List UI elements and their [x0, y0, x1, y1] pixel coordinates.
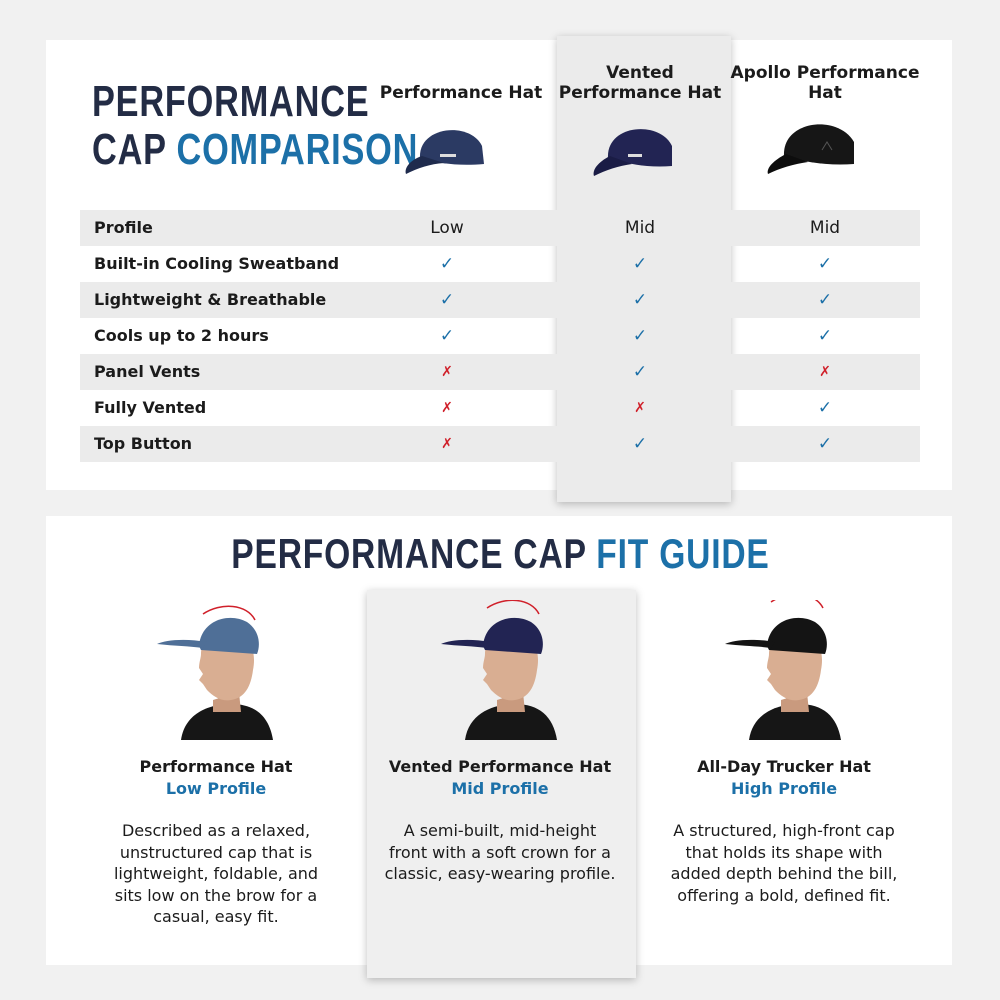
table-row: Lightweight & Breathable ✓ ✓ ✓: [80, 282, 920, 318]
row-label: Profile: [94, 218, 153, 237]
table-cell: ✓: [817, 434, 833, 454]
row-label: Panel Vents: [94, 362, 201, 381]
cap-description: A semi-built, mid-height front with a so…: [384, 821, 616, 883]
table-cell: ✓: [817, 326, 833, 346]
row-label: Built-in Cooling Sweatband: [94, 254, 340, 273]
model-image: [725, 600, 841, 740]
row-label: Cools up to 2 hours: [94, 326, 269, 345]
comparison-panel: [46, 40, 952, 490]
title-wrap: PERFORMANCE CAP FIT GUIDE: [231, 530, 769, 578]
table-cell: ✓: [632, 362, 648, 382]
table-cell: ✓: [439, 254, 455, 274]
cap-name: Performance Hat: [139, 757, 293, 776]
column-header: Performance Hat: [379, 83, 543, 103]
table-cell: ✗: [441, 364, 453, 380]
fit-card: Performance Hat Low Profile Described as a…: [81, 756, 351, 928]
table-cell: ✓: [817, 290, 833, 310]
table-cell: Mid: [809, 218, 841, 238]
fit-card: All-Day Trucker Hat High Profile A structu…: [649, 756, 919, 906]
table-cell: ✓: [632, 254, 648, 274]
title-dark: PERFORMANCE CAP: [230, 530, 586, 577]
table-cell: ✗: [634, 400, 646, 416]
cap-profile: Mid Profile: [451, 779, 549, 798]
cap-profile: Low Profile: [165, 779, 267, 798]
title-accent: COMPARISON: [176, 125, 419, 174]
comparison-title: PERFORMANCE CAP COMPARISON: [92, 78, 418, 174]
table-row: Top Button ✗ ✓ ✓: [80, 426, 920, 462]
model-image: [441, 600, 557, 740]
cap-name: All-Day Trucker Hat: [697, 757, 871, 776]
table-cell: Low: [430, 218, 464, 238]
fit-guide-title: PERFORMANCE CAP FIT GUIDE: [0, 530, 1000, 578]
table-cell: ✓: [632, 290, 648, 310]
highlight-column: [557, 36, 731, 502]
title-dark: CAP: [92, 125, 167, 174]
table-row: Fully Vented ✗ ✗ ✓: [80, 390, 920, 426]
cap-description: Described as a relaxed, unstructured cap…: [113, 821, 319, 926]
cap-profile: High Profile: [730, 779, 838, 798]
model-image: [157, 605, 273, 740]
column-header: Vented Performance Hat: [558, 63, 722, 103]
table-cell: ✓: [439, 326, 455, 346]
title-accent: FIT GUIDE: [595, 530, 770, 577]
table-cell: ✗: [819, 364, 831, 380]
row-label: Lightweight & Breathable: [94, 290, 327, 309]
cap-name: Vented Performance Hat: [388, 757, 612, 776]
cap-image: [405, 130, 484, 174]
table-cell: ✓: [817, 398, 833, 418]
row-label: Top Button: [94, 434, 193, 453]
table-cell: ✓: [439, 290, 455, 310]
fit-card: Vented Performance Hat Mid Profile A semi-…: [365, 756, 635, 885]
table-row: Built-in Cooling Sweatband ✓ ✓ ✓: [80, 246, 920, 282]
comparison-table: PERFORMANCE CAP COMPARISON Performance H…: [80, 63, 920, 462]
cap-description: A structured, high-front cap that holds …: [670, 821, 898, 905]
table-cell: ✓: [632, 326, 648, 346]
table-cell: ✓: [817, 254, 833, 274]
table-cell: ✗: [441, 436, 453, 452]
table-row: Cools up to 2 hours ✓ ✓ ✓: [80, 318, 920, 354]
column-header: Apollo Performance Hat: [730, 63, 920, 103]
table-cell: ✓: [632, 434, 648, 454]
table-cell: Mid: [624, 218, 656, 238]
table-cell: ✗: [441, 400, 453, 416]
table-row: Profile Low Mid Mid: [80, 210, 920, 246]
title-line: PERFORMANCE: [92, 77, 370, 126]
table-row: Panel Vents ✗ ✓ ✗: [80, 354, 920, 390]
cap-image: [767, 124, 854, 174]
title-line: CAP COMPARISON: [92, 126, 418, 174]
cap-image: [593, 129, 672, 176]
row-label: Fully Vented: [94, 398, 207, 417]
